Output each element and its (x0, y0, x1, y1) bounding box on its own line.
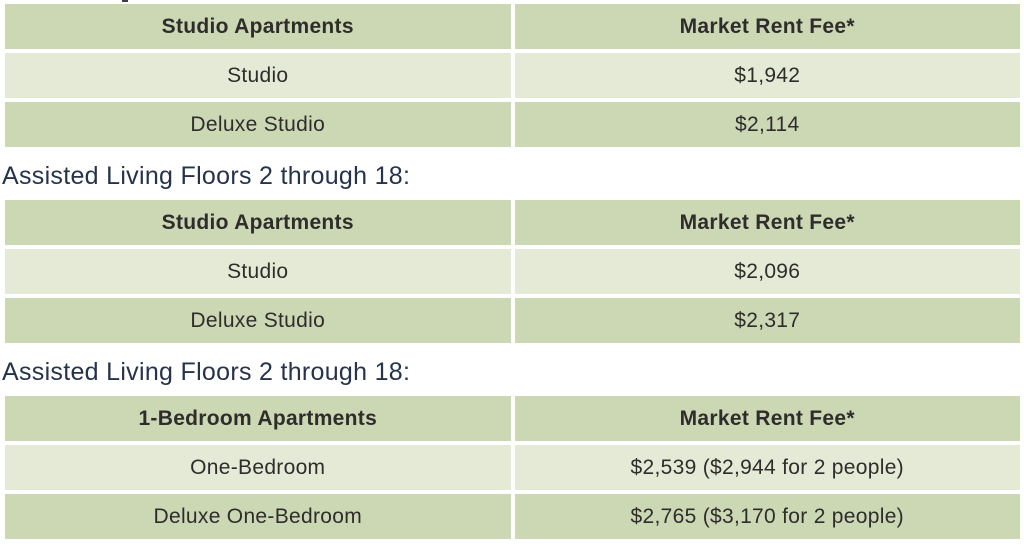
table-cell-unit-name: Studio (5, 249, 511, 294)
table-header-market-rent: Market Rent Fee* (514, 4, 1020, 49)
section-heading-assisted-living-1bedroom: Assisted Living Floors 2 through 18: (2, 358, 411, 386)
table-cell-unit-name: Deluxe One-Bedroom (5, 494, 511, 539)
table-cell-rent-fee: $2,539 ($2,944 for 2 people) (514, 445, 1020, 490)
rent-table-1bedroom: 1-Bedroom Apartments Market Rent Fee* On… (5, 396, 1020, 539)
rent-table-studio-2: Studio Apartments Market Rent Fee* Studi… (5, 200, 1020, 343)
table-cell-rent-fee: $1,942 (514, 53, 1020, 98)
table-header-market-rent: Market Rent Fee* (514, 396, 1020, 441)
table-header-apartment-type: Studio Apartments (5, 200, 511, 245)
table-cell-unit-name: Deluxe Studio (5, 102, 511, 147)
table-cell-unit-name: One-Bedroom (5, 445, 511, 490)
table-cell-rent-fee: $2,765 ($3,170 for 2 people) (514, 494, 1020, 539)
table-header-market-rent: Market Rent Fee* (514, 200, 1020, 245)
table-cell-unit-name: Studio (5, 53, 511, 98)
table-cell-rent-fee: $2,096 (514, 249, 1020, 294)
table-header-apartment-type: 1-Bedroom Apartments (5, 396, 511, 441)
table-header-apartment-type: Studio Apartments (5, 4, 511, 49)
section-heading-assisted-living-studio: Assisted Living Floors 2 through 18: (2, 162, 411, 190)
clipped-text-remnant (122, 0, 128, 2)
table-cell-unit-name: Deluxe Studio (5, 298, 511, 343)
table-cell-rent-fee: $2,317 (514, 298, 1020, 343)
table-cell-rent-fee: $2,114 (514, 102, 1020, 147)
rent-table-studio-1: Studio Apartments Market Rent Fee* Studi… (5, 4, 1020, 147)
